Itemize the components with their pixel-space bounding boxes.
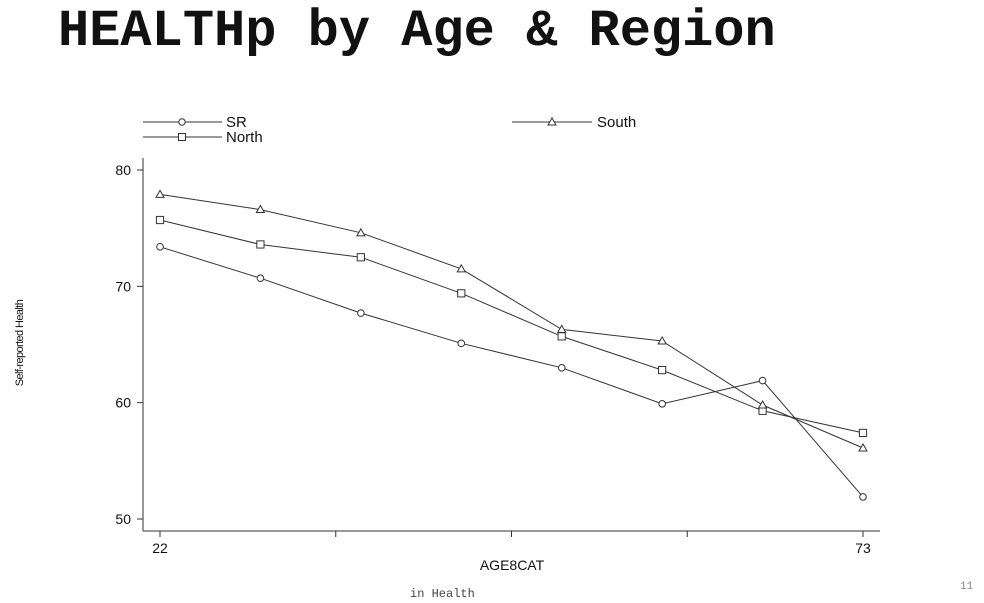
point-south-6 [657, 336, 668, 345]
series-line-north [159, 219, 864, 434]
point-north-1 [155, 215, 165, 225]
legend-item-south: South [512, 114, 636, 131]
point-sr-2 [256, 274, 265, 282]
point-south-7 [757, 399, 768, 409]
legend-item-north: North [143, 129, 263, 146]
y-tick-label-80: 80 [115, 162, 131, 178]
y-tick-label-60: 60 [115, 395, 131, 411]
legend: SR North South [143, 114, 636, 146]
legend-marker-sr [178, 118, 186, 126]
legend-label-north: North [226, 129, 263, 146]
point-sr-5 [557, 363, 566, 372]
legend-label-sr: SR [226, 114, 247, 131]
x-tick-label-22: 22 [152, 540, 168, 556]
legend-label-south: South [597, 114, 636, 131]
series-layer [155, 189, 868, 501]
point-north-8 [858, 428, 868, 438]
point-south-1 [155, 189, 165, 198]
point-north-3 [356, 253, 365, 262]
legend-marker-south [547, 116, 557, 126]
point-north-4 [457, 289, 466, 298]
x-tick-label-73: 73 [855, 540, 871, 556]
legend-item-sr: SR [143, 114, 247, 131]
point-sr-1 [156, 242, 164, 251]
point-south-5 [556, 324, 567, 333]
point-south-3 [355, 227, 366, 237]
point-sr-6 [658, 400, 666, 408]
slide-footer: in Health [410, 587, 475, 601]
point-south-4 [456, 263, 467, 273]
y-tick-label-50: 50 [115, 511, 131, 527]
point-sr-7 [758, 376, 767, 385]
series-line-south [159, 193, 864, 449]
y-tick-label-70: 70 [115, 278, 131, 294]
point-south-8 [858, 443, 868, 452]
point-sr-8 [859, 493, 867, 501]
axes: 50 60 70 80 22 73 [115, 158, 880, 556]
series-line-sr [159, 246, 864, 498]
point-sr-4 [457, 339, 466, 348]
y-axis-label: Self-reported Health [14, 299, 26, 386]
page-number: 11 [960, 581, 974, 593]
x-axis-label: AGE8CAT [480, 557, 545, 573]
legend-marker-north [178, 133, 186, 141]
point-north-5 [557, 332, 566, 341]
slide-title: HEALTHp by Age & Region [58, 2, 776, 61]
point-south-2 [255, 204, 266, 214]
point-north-6 [658, 365, 667, 375]
point-sr-3 [357, 309, 365, 317]
point-north-2 [256, 240, 265, 249]
